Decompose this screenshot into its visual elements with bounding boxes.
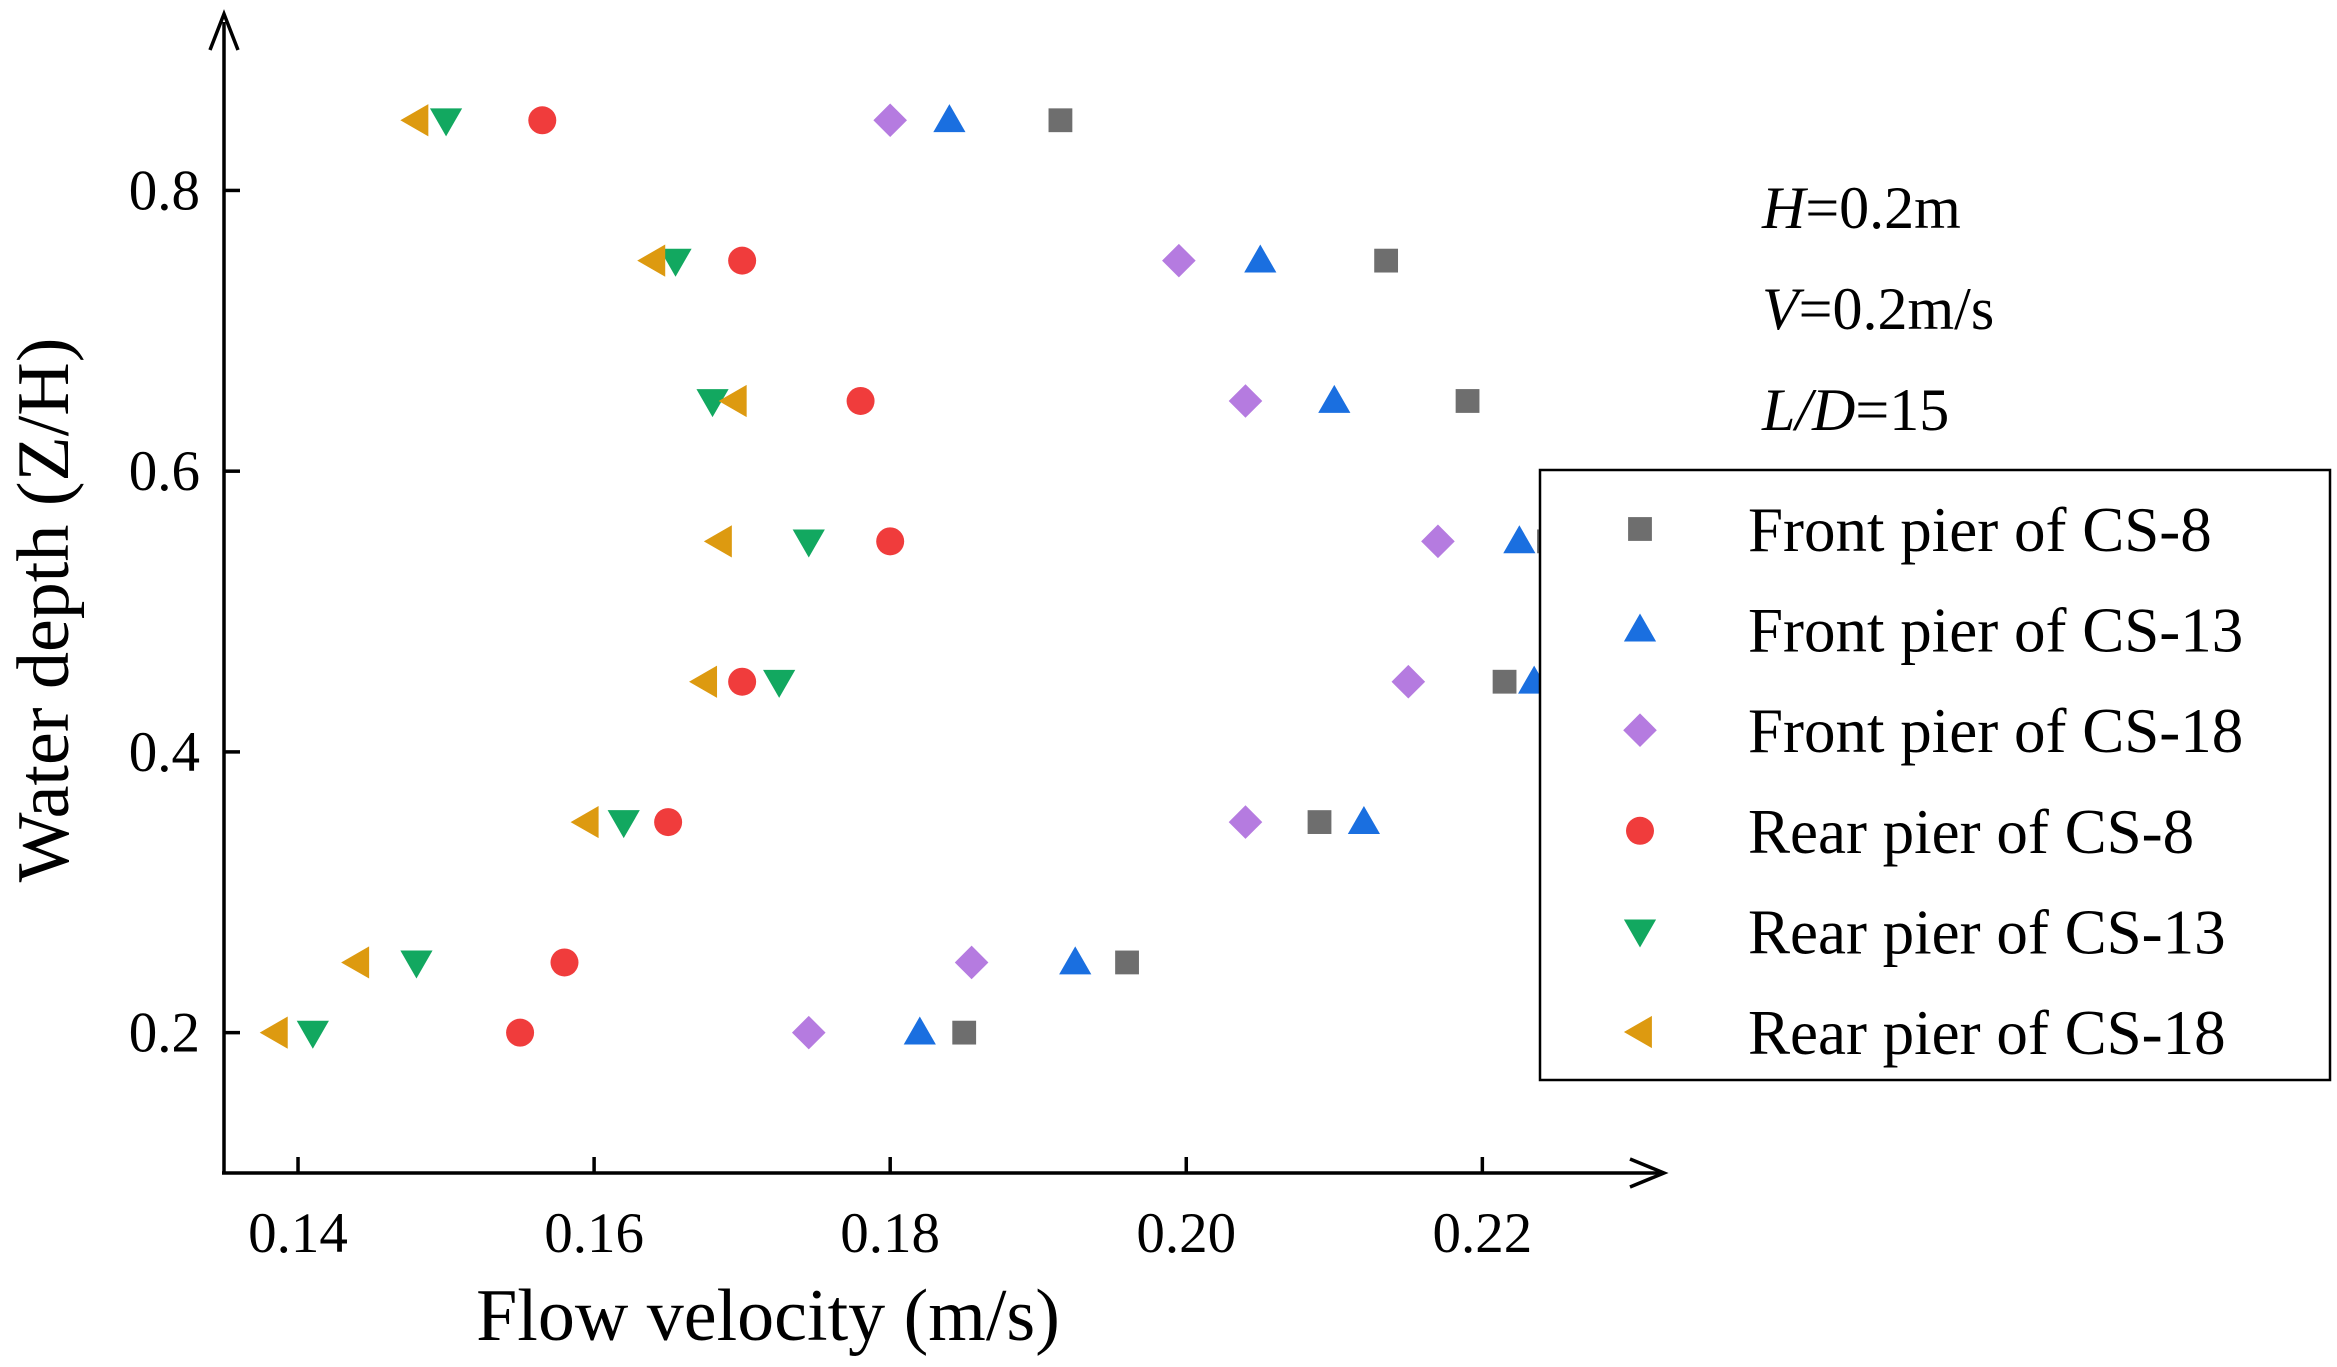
data-point xyxy=(763,669,796,698)
data-point xyxy=(1318,384,1351,413)
data-point xyxy=(1115,950,1139,975)
data-point xyxy=(728,246,757,275)
data-point xyxy=(846,386,875,415)
data-point xyxy=(296,1020,329,1049)
data-point xyxy=(1492,669,1517,694)
data-point xyxy=(637,244,666,277)
data-point xyxy=(728,667,757,696)
data-points xyxy=(259,103,1561,1050)
data-point xyxy=(1048,108,1073,133)
legend-marker xyxy=(1626,816,1654,845)
series-6 xyxy=(259,104,747,1049)
data-point xyxy=(1244,244,1277,273)
data-point xyxy=(1307,810,1332,834)
data-point xyxy=(1162,243,1196,278)
data-point xyxy=(659,248,692,277)
data-point xyxy=(259,1016,288,1049)
data-point xyxy=(718,384,747,418)
data-point xyxy=(952,1020,977,1045)
parameter-annotation: H=0.2m xyxy=(1761,175,1961,241)
data-point xyxy=(607,810,640,839)
data-point xyxy=(703,525,732,558)
legend-marker xyxy=(1623,613,1657,642)
data-point xyxy=(506,1018,535,1047)
y-tick-label: 0.2 xyxy=(129,1002,200,1065)
legend-marker xyxy=(1623,713,1657,747)
data-point xyxy=(341,946,370,979)
legend-label: Rear pier of CS-18 xyxy=(1748,998,2226,1068)
legend-label: Rear pier of CS-8 xyxy=(1748,797,2194,867)
legend-label: Front pier of CS-13 xyxy=(1748,596,2243,666)
legend-label: Front pier of CS-18 xyxy=(1748,696,2243,766)
data-point xyxy=(1059,946,1092,975)
parameter-value: =0.2m xyxy=(1805,175,1961,241)
series-2 xyxy=(903,104,1551,1045)
y-tick-label: 0.6 xyxy=(129,440,200,503)
data-point xyxy=(429,108,463,137)
data-point xyxy=(1391,664,1426,699)
legend-box xyxy=(1538,468,2332,1082)
data-point xyxy=(654,808,683,837)
data-point xyxy=(873,103,907,138)
legend: Front pier of CS-8 Front pier of CS-13 Fro… xyxy=(1538,468,2332,1082)
data-point xyxy=(1421,524,1455,559)
parameter-value: =0.2m/s xyxy=(1799,276,1995,342)
data-point xyxy=(1228,805,1263,839)
y-axis-arrow xyxy=(208,9,240,51)
data-point xyxy=(570,805,599,839)
x-tick-label: 0.22 xyxy=(1432,1202,1532,1265)
data-point xyxy=(792,529,825,558)
parameter-value: =15 xyxy=(1855,377,1949,443)
axes xyxy=(208,9,1669,1189)
series-1 xyxy=(952,108,1561,1045)
data-point xyxy=(1374,248,1399,273)
parameter-annotations: H=0.2mV=0.2m/sL/D=15 xyxy=(1761,175,1994,443)
x-axis-label: Flow velocity (m/s) xyxy=(476,1275,1060,1357)
data-point xyxy=(528,106,557,135)
data-point xyxy=(1455,389,1480,413)
series-4 xyxy=(506,106,905,1047)
ticks xyxy=(224,188,1485,1173)
parameter-symbol: H xyxy=(1761,175,1809,241)
tick-labels: 0.14 0.16 0.18 0.20 0.22 0.2 0.4 0.6 0.8 xyxy=(129,159,1532,1265)
data-point xyxy=(903,1016,936,1045)
x-axis-arrow xyxy=(1629,1157,1669,1189)
data-point xyxy=(550,948,579,977)
y-tick-label: 0.8 xyxy=(129,159,200,222)
parameter-annotation: V=0.2m/s xyxy=(1762,276,1994,342)
series-3 xyxy=(791,103,1455,1050)
legend-marker xyxy=(1628,517,1652,541)
data-point xyxy=(400,104,429,137)
data-point xyxy=(689,665,718,698)
data-point xyxy=(933,104,966,133)
series-5 xyxy=(296,108,825,1049)
data-point xyxy=(696,389,729,418)
y-tick-label: 0.4 xyxy=(129,721,200,784)
y-axis-label: Water depth (Z/H) xyxy=(3,338,85,883)
parameter-annotation: L/D=15 xyxy=(1761,377,1949,443)
data-point xyxy=(400,950,433,979)
legend-label: Rear pier of CS-13 xyxy=(1748,897,2226,967)
data-point xyxy=(1228,384,1263,418)
data-point xyxy=(876,527,905,556)
legend-marker xyxy=(1623,1015,1652,1049)
legend-marker xyxy=(1623,919,1657,948)
parameter-symbol: L/D xyxy=(1761,377,1855,443)
data-point xyxy=(1347,805,1381,834)
data-point xyxy=(1503,525,1536,554)
data-point xyxy=(954,945,989,980)
x-tick-label: 0.16 xyxy=(544,1202,644,1265)
x-tick-label: 0.18 xyxy=(840,1202,940,1265)
legend-label: Front pier of CS-8 xyxy=(1748,495,2212,565)
data-point xyxy=(791,1015,826,1050)
x-tick-label: 0.20 xyxy=(1136,1202,1236,1265)
x-tick-label: 0.14 xyxy=(248,1202,348,1265)
parameter-symbol: V xyxy=(1762,276,1805,342)
